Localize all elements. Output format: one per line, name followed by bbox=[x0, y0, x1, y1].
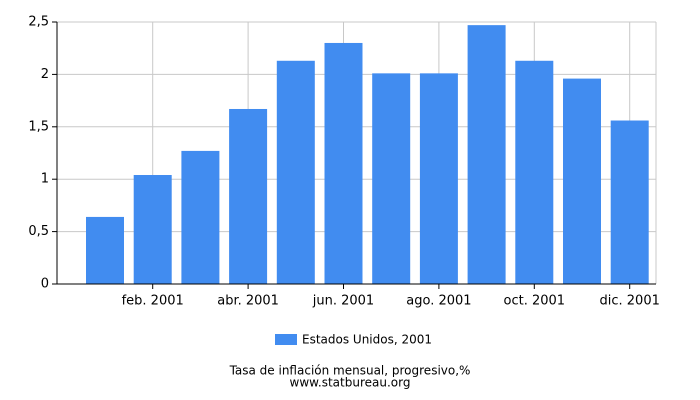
bar bbox=[276, 60, 315, 284]
x-tick-label: abr. 2001 bbox=[217, 294, 279, 309]
x-tick-label: ago. 2001 bbox=[406, 294, 471, 309]
x-tick-label: oct. 2001 bbox=[504, 294, 566, 309]
bar bbox=[610, 120, 649, 285]
bar bbox=[563, 78, 601, 284]
y-tick-label: 2 bbox=[41, 67, 49, 82]
y-tick-label: 0 bbox=[41, 277, 49, 292]
bar bbox=[467, 25, 506, 284]
x-tick-label: jun. 2001 bbox=[312, 294, 374, 309]
bar bbox=[515, 60, 554, 284]
y-tick-label: 1,5 bbox=[28, 119, 49, 134]
bar bbox=[181, 150, 220, 284]
bar bbox=[324, 42, 363, 285]
source: www.statbureau.org bbox=[290, 376, 411, 390]
bar bbox=[419, 73, 458, 285]
legend-label: Estados Unidos, 2001 bbox=[302, 333, 432, 347]
y-tick-label: 0,5 bbox=[28, 224, 49, 239]
bar bbox=[133, 175, 172, 284]
bar bbox=[86, 216, 124, 284]
bar bbox=[372, 73, 411, 285]
x-tick-label: feb. 2001 bbox=[122, 294, 184, 309]
caption: Tasa de inflación mensual, progresivo,% bbox=[229, 364, 471, 378]
x-tick-label: dic. 2001 bbox=[600, 294, 660, 309]
y-tick-label: 2,5 bbox=[28, 15, 49, 30]
legend-swatch bbox=[275, 334, 297, 345]
y-tick-label: 1 bbox=[41, 172, 49, 187]
bar bbox=[229, 108, 268, 284]
